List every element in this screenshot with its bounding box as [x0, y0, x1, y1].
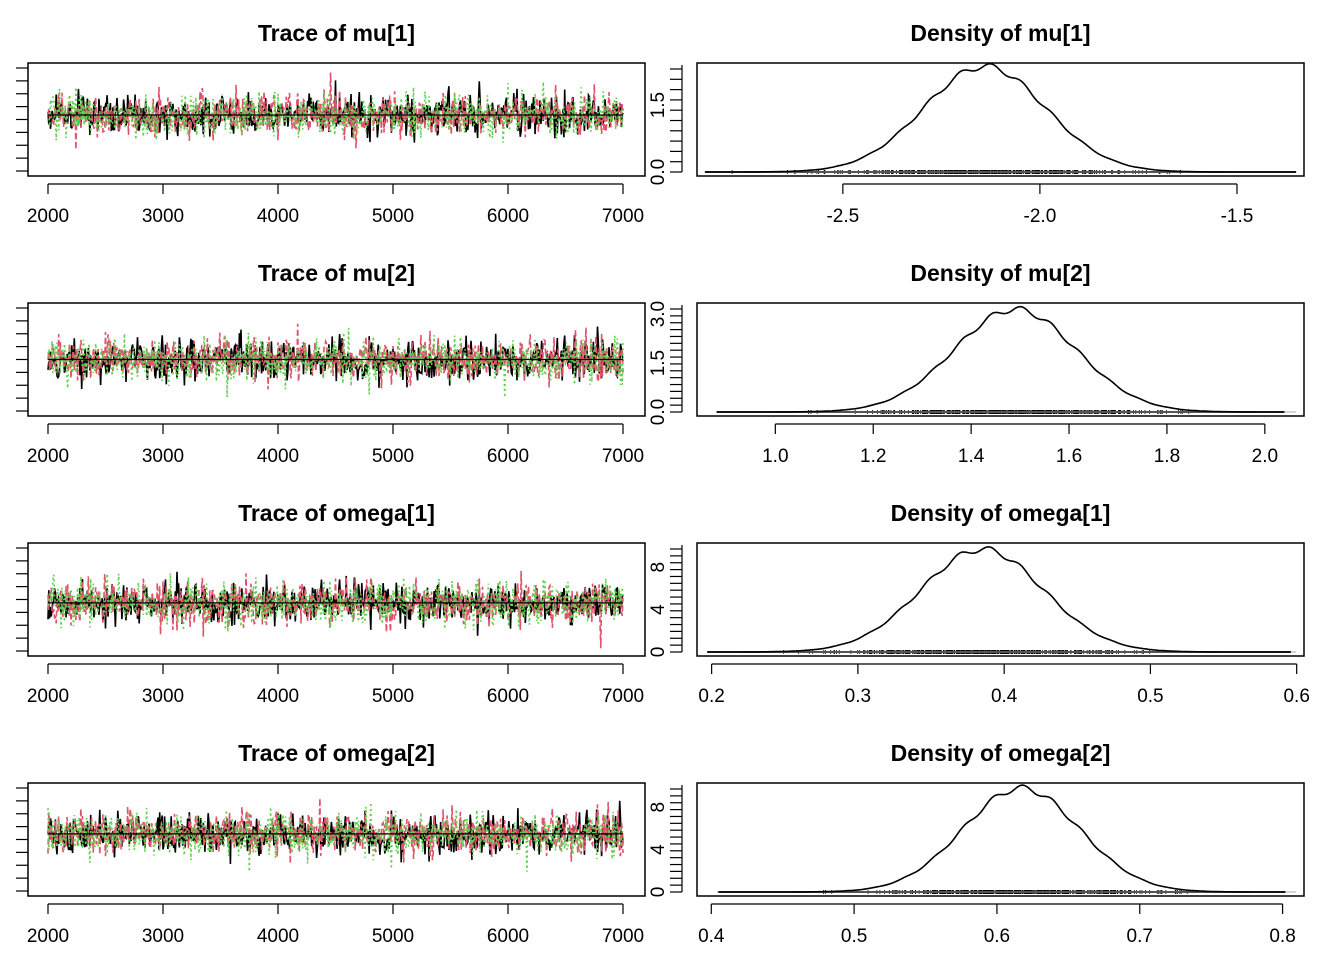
x-tick-label: 0.4: [991, 686, 1018, 707]
density-panel-4: Density of omega[2] 0 4 8 0.4 0.5 0.6 0.7 0.8: [648, 740, 1305, 947]
x-tick-label: 3000: [142, 206, 184, 227]
x-tick-label: 7000: [602, 686, 644, 707]
x-tick-label: 7000: [602, 446, 644, 467]
x-tick-label: 3000: [142, 926, 184, 947]
x-tick-label: 7000: [602, 206, 644, 227]
density-panel-3: Density of omega[1] 0 4 8 0.2 0.3 0.4 0.5 0.6: [648, 500, 1310, 707]
y-tick-label: 0: [648, 647, 669, 658]
panel-title: Density of omega[1]: [891, 500, 1111, 526]
x-tick-label: 0.2: [698, 686, 724, 707]
panel-title: Density of omega[2]: [891, 740, 1111, 766]
x-tick-label: 2000: [27, 926, 69, 947]
y-tick-label: 3.0: [648, 301, 669, 327]
trace-series-3: [47, 802, 624, 872]
x-tick-label: 6000: [487, 206, 529, 227]
panel-title: Density of mu[2]: [910, 260, 1090, 286]
density-panel-2: Density of mu[2] 0.0 1.5 3.0 1.0 1.2 1.4 1.6 1.8…: [648, 260, 1305, 467]
x-tick-label: -2.5: [826, 206, 859, 227]
x-tick-label: 6000: [487, 686, 529, 707]
trace-panel-1: Trace of mu[1] 2000 3000 4000 5000 6000 7000: [16, 20, 646, 227]
trace-panel-2: Trace of mu[2] 2000 3000 4000 5000 6000 7000: [16, 260, 646, 467]
x-tick-label: 3000: [142, 686, 184, 707]
x-tick-label: 5000: [372, 206, 414, 227]
density-curve: [718, 784, 1286, 893]
density-curve: [716, 305, 1285, 413]
y-tick-label: 0.0: [648, 159, 669, 185]
x-tick-label: 4000: [257, 926, 299, 947]
y-tick-label: 0.0: [648, 399, 669, 425]
x-tick-label: 2000: [27, 206, 69, 227]
x-tick-label: 2000: [27, 446, 69, 467]
x-tick-label: 7000: [602, 926, 644, 947]
x-tick-label: 0.5: [1137, 686, 1163, 707]
panel-title: Trace of omega[2]: [238, 740, 435, 766]
x-tick-label: 0.7: [1127, 926, 1153, 947]
panel-title: Trace of mu[2]: [258, 260, 415, 286]
panel-title: Trace of omega[1]: [238, 500, 435, 526]
x-tick-label: 4000: [257, 446, 299, 467]
trace-series-3: [47, 328, 624, 398]
trace-series-2: [47, 798, 624, 864]
x-tick-label: 0.3: [845, 686, 871, 707]
x-tick-label: 3000: [142, 446, 184, 467]
y-tick-label: 4: [648, 844, 669, 855]
x-tick-label: 0.6: [984, 926, 1010, 947]
y-tick-label: 1.5: [648, 350, 669, 376]
y-tick-label: 8: [648, 562, 669, 573]
density-curve: [704, 62, 1297, 173]
x-tick-label: 5000: [372, 686, 414, 707]
x-tick-label: 5000: [372, 926, 414, 947]
x-tick-label: 5000: [372, 446, 414, 467]
density-panel-1: Density of mu[1] 0.0 1.5 -2.5 -2.0 -1.5: [648, 20, 1305, 227]
panel-title: Trace of mu[1]: [258, 20, 415, 46]
y-tick-label: 1.5: [648, 92, 669, 118]
x-tick-label: 1.4: [958, 446, 985, 467]
x-tick-label: 4000: [257, 206, 299, 227]
y-tick-label: 8: [648, 802, 669, 813]
x-tick-label: 4000: [257, 686, 299, 707]
x-tick-label: 0.6: [1283, 686, 1309, 707]
plot-frame: [696, 62, 1305, 177]
trace-series-3: [47, 573, 624, 632]
x-tick-label: 6000: [487, 926, 529, 947]
plot-frame: [696, 782, 1305, 897]
x-tick-label: 0.8: [1269, 926, 1295, 947]
x-tick-label: 1.0: [762, 446, 788, 467]
x-tick-label: 1.6: [1056, 446, 1082, 467]
y-tick-label: 0: [648, 887, 669, 898]
plot-frame: [696, 302, 1305, 417]
x-tick-label: 0.5: [841, 926, 867, 947]
panel-title: Density of mu[1]: [910, 20, 1090, 46]
plot-frame: [696, 542, 1305, 657]
x-tick-label: 6000: [487, 446, 529, 467]
trace-panel-3: Trace of omega[1] 2000 3000 4000 5000 6000 700…: [16, 500, 646, 707]
x-tick-label: -1.5: [1221, 206, 1254, 227]
x-tick-label: 1.8: [1154, 446, 1180, 467]
y-tick-label: 4: [648, 604, 669, 615]
x-tick-label: 2000: [27, 686, 69, 707]
density-curve: [707, 546, 1291, 653]
x-tick-label: 2.0: [1252, 446, 1278, 467]
x-tick-label: -2.0: [1024, 206, 1057, 227]
trace-panel-4: Trace of omega[2] 2000 3000 4000 5000 6000 700…: [16, 740, 646, 947]
trace-series-2: [47, 570, 624, 649]
x-tick-label: 0.4: [698, 926, 725, 947]
x-tick-label: 1.2: [860, 446, 886, 467]
